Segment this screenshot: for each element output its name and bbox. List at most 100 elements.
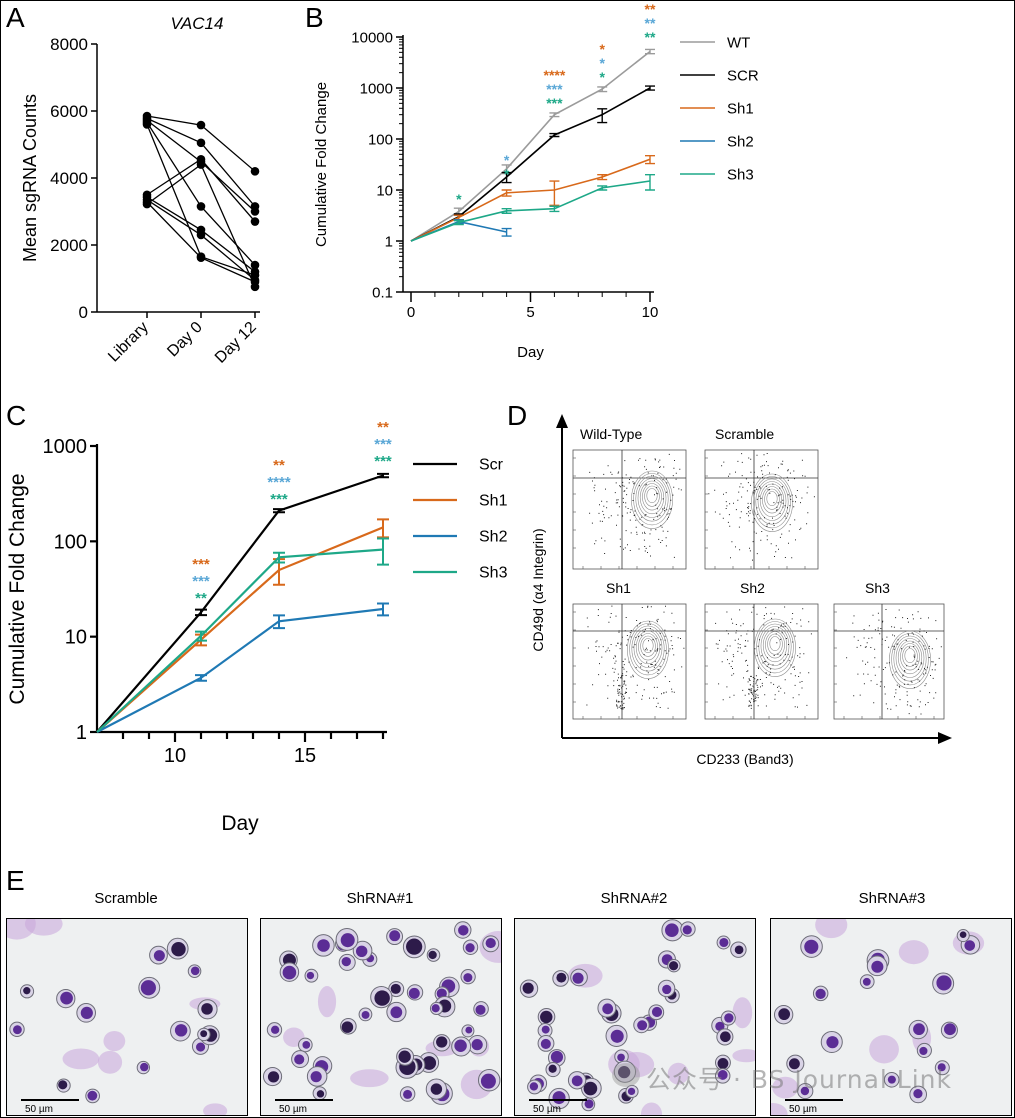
event-dots	[846, 609, 942, 715]
significance-stars: *	[599, 41, 605, 57]
cell-nucleus	[602, 1003, 614, 1015]
cell-nucleus	[862, 977, 871, 986]
significance-stars: ***	[546, 81, 563, 97]
error-bar	[549, 180, 560, 207]
significance-stars: **	[195, 590, 207, 607]
significance-stars: **	[645, 1, 656, 17]
flow-plot-frame	[833, 603, 945, 720]
x-tick-label: 10	[642, 304, 659, 321]
cell-nucleus	[408, 987, 420, 999]
cell-nucleus	[959, 931, 967, 939]
stain-smear	[815, 919, 848, 939]
cell-nucleus	[682, 925, 692, 935]
cell-nucleus	[454, 1039, 467, 1053]
stain-smear	[7, 919, 36, 940]
cell-nucleus	[436, 1036, 448, 1048]
cell-nucleus	[153, 950, 165, 962]
stain-smear	[203, 1103, 228, 1115]
data-point	[196, 202, 206, 211]
error-bar	[597, 185, 608, 191]
x-tick-label: 0	[407, 304, 415, 321]
event-dots	[586, 605, 685, 710]
density-contour	[637, 478, 667, 518]
scale-label: 50 µm	[279, 1104, 307, 1115]
flow-panel: CD49d (α4 Integrin) CD233 (Band3) Wild-T…	[530, 414, 952, 767]
significance-stars: ***	[546, 95, 563, 111]
y-tick-label: 100	[54, 531, 87, 553]
density-contour	[753, 476, 791, 529]
panel-letter-a: A	[6, 2, 25, 33]
significance-stars: ***	[192, 573, 210, 590]
cell-nucleus	[583, 1081, 598, 1096]
series-line-sh2	[96, 607, 384, 733]
cell-nucleus	[637, 1020, 648, 1031]
significance-stars: **	[273, 457, 285, 474]
cell-nucleus	[937, 1063, 946, 1072]
density-contour	[760, 626, 790, 666]
error-bar	[645, 48, 655, 55]
x-tick-label: 5	[526, 304, 534, 321]
cell-nucleus	[341, 956, 351, 967]
y-arrowhead	[556, 414, 568, 428]
cell-nucleus	[431, 1004, 440, 1013]
cell-nucleus	[471, 1039, 483, 1051]
density-contour	[889, 630, 931, 689]
stain-smear	[97, 1050, 123, 1074]
legend-label-sh1: Sh1	[479, 493, 508, 510]
x-axis-label: Day	[221, 812, 259, 835]
y-tick-label: 100	[368, 131, 393, 148]
density-contour	[635, 630, 661, 665]
cell-nucleus	[717, 1058, 729, 1069]
data-point	[196, 253, 206, 263]
significance-stars: **	[645, 15, 656, 31]
cell-nucleus	[60, 991, 73, 1005]
y-axis-label: Mean sgRNA Counts	[20, 94, 40, 262]
data-point	[142, 199, 152, 209]
error-bar	[377, 537, 389, 566]
cell-nucleus	[887, 1075, 896, 1084]
cell-nucleus	[422, 1056, 437, 1070]
density-contour	[759, 483, 785, 518]
event-dots	[715, 606, 812, 709]
flow-x-label: CD233 (Band3)	[696, 751, 793, 767]
error-bar	[645, 155, 655, 165]
significance-stars: ***	[270, 491, 288, 508]
cell-nucleus	[715, 1021, 725, 1031]
x-tick-label: Day 0	[164, 319, 206, 361]
cell-nucleus	[316, 1090, 325, 1098]
micrograph-shrna1: 50 µm	[260, 918, 502, 1116]
error-bar	[597, 86, 608, 93]
error-bar	[501, 189, 512, 197]
density-contour	[762, 628, 788, 663]
error-bar	[501, 207, 512, 214]
micrograph-image	[262, 921, 501, 1105]
panel-letter-b: B	[305, 2, 324, 33]
micrograph-label: Scramble	[94, 890, 157, 907]
significance-stars: *	[599, 69, 605, 85]
density-contour	[769, 636, 781, 651]
y-tick-label: 0	[79, 303, 88, 322]
series-line-sh1	[96, 526, 384, 733]
legend-label-sh1: Sh1	[727, 100, 754, 117]
data-point	[250, 167, 260, 176]
density-contour	[638, 633, 658, 661]
density-contour	[642, 483, 662, 511]
cell-nucleus	[341, 1021, 354, 1033]
chart-b: 0.1 1 10 100 1000 10000 0 5 10 Day Cumulative Fold…	[313, 1, 759, 361]
density-contour	[751, 473, 793, 532]
cell-nucleus	[374, 990, 390, 1006]
error-bar	[377, 472, 389, 479]
stain-smear	[732, 997, 753, 1029]
cell-nucleus	[340, 933, 355, 948]
legend-label-scr: SCR	[727, 67, 759, 84]
density-contour	[755, 478, 789, 525]
legend-label-sh2: Sh2	[479, 529, 508, 546]
cell-nucleus	[815, 988, 826, 1000]
micrograph-shrna3: 50 µm	[770, 918, 1012, 1116]
x-axis-label: Day	[517, 344, 544, 361]
cell-nucleus	[389, 930, 401, 942]
stain-smear	[350, 1069, 389, 1088]
cell-nucleus	[310, 1071, 322, 1083]
significance-stars: *	[504, 152, 510, 168]
error-bar	[597, 108, 608, 124]
